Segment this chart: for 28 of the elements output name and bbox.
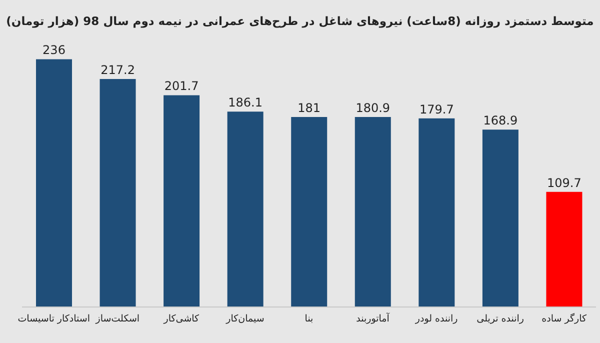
data-label: 168.9	[483, 114, 518, 128]
bar	[354, 117, 391, 307]
bar	[546, 192, 582, 307]
bar	[227, 112, 264, 307]
data-label: 109.7	[547, 176, 582, 190]
x-tick-label: بنا	[304, 314, 314, 325]
data-label: 201.7	[164, 79, 199, 94]
chart-title: متوسط دستمزد روزانه (8ساعت) نیروهای شاغل در طرح‌های عمرانی در نیمه دوم سال 98 (هزار تومان)	[5, 14, 595, 28]
x-tick-label: کارگر ساده	[542, 312, 588, 325]
x-tick-label: راننده لودر	[414, 314, 458, 325]
x-tick-label: راننده تریلی	[476, 314, 524, 325]
bar	[100, 78, 136, 307]
bar	[291, 116, 328, 307]
bar	[482, 130, 518, 307]
x-tick-label: استادکار تاسیسات	[18, 314, 90, 325]
x-tick-label: سیمان‌کار	[225, 314, 264, 325]
bar	[164, 95, 200, 307]
bar	[36, 59, 72, 307]
data-label: 179.7	[419, 102, 454, 116]
x-tick-label: کاشی‌کار	[162, 314, 200, 325]
data-label: 236	[42, 43, 66, 58]
x-tick-label: آماتوربند	[356, 312, 390, 325]
data-label: 217.2	[100, 62, 135, 77]
data-label: 180.9	[356, 101, 390, 116]
bar	[418, 118, 455, 307]
data-label: 181	[298, 100, 321, 115]
data-label: 186.1	[228, 96, 263, 110]
x-tick-label: اسکلت‌ساز	[94, 314, 140, 325]
